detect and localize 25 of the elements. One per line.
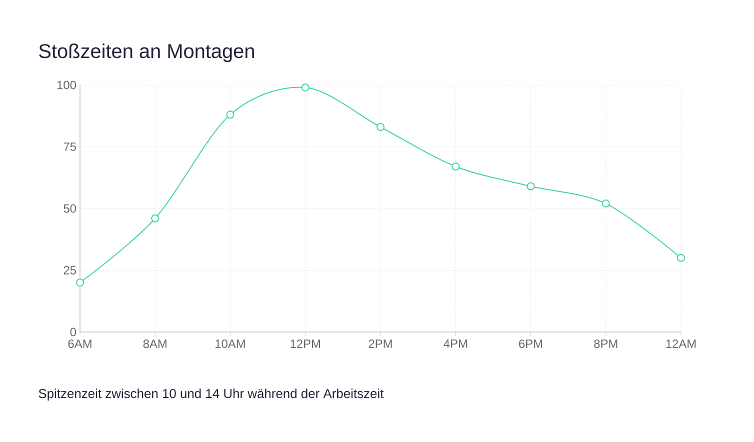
x-tick-label: 6AM [68,340,92,348]
text: Spitzenzeit zwischen 10 und 14 Uhr während der Arbeitszeit [38,388,384,401]
x-tick-label: 12PM [290,340,320,348]
x-tick-label: 12AM [666,340,696,348]
y-tick-label: 75 [64,142,76,151]
x-tick-label: 8PM [594,340,618,348]
x-tick-label: 6PM [519,340,542,348]
chart-title: Stoßzeiten an Montagen [39,44,254,62]
x-tick-label: 8AM [143,340,166,348]
y-tick-label: 50 [64,204,76,213]
y-tick-label: 100 [57,80,76,90]
point [76,278,84,287]
point [526,182,535,190]
y-tick-label: 0 [70,328,76,336]
x-tick-label: 2PM [368,340,392,348]
point [376,122,384,131]
x-tick-label: 10AM [216,340,245,348]
point [677,254,686,262]
point [301,83,310,92]
y-tick-label: 25 [64,266,76,274]
x-tick-label: 4PM [444,340,467,348]
point [452,162,460,171]
point [151,214,160,222]
point [226,110,234,119]
point [602,200,610,208]
